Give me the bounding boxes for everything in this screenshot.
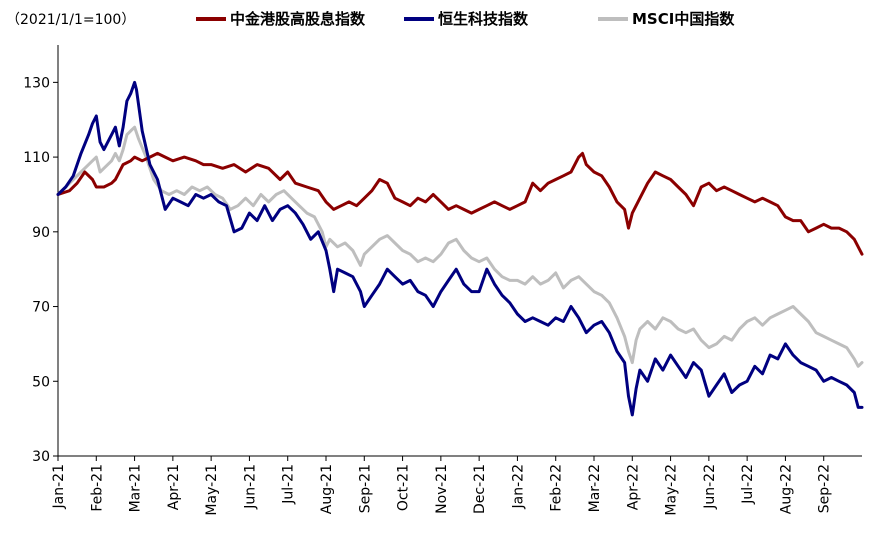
unit-label: （2021/1/1=100） bbox=[6, 12, 135, 28]
x-tick-label: Jan-21 bbox=[51, 464, 67, 509]
x-axis-ticks: Jan-21 Feb-21 Mar-21 Apr-21 May-21 Jun-21 Jul-… bbox=[51, 456, 833, 516]
x-tick-label: Jun-22 bbox=[702, 464, 718, 510]
x-tick-label: Aug-21 bbox=[319, 464, 335, 514]
x-tick-label: Aug-22 bbox=[778, 464, 794, 514]
x-tick-label: May-21 bbox=[204, 464, 220, 516]
series-line bbox=[56, 125, 864, 368]
x-tick-label: Jul-21 bbox=[281, 464, 297, 505]
legend-label: MSCI中国指数 bbox=[632, 10, 735, 28]
x-tick-label: Sep-21 bbox=[357, 464, 373, 513]
series-line bbox=[56, 151, 864, 256]
series-lines bbox=[56, 80, 864, 417]
y-tick-label: 30 bbox=[32, 449, 50, 465]
y-tick-label: 110 bbox=[23, 150, 50, 166]
x-tick-label: Feb-21 bbox=[89, 464, 105, 512]
x-tick-label: Dec-21 bbox=[472, 464, 488, 514]
x-tick-label: Nov-21 bbox=[434, 464, 450, 514]
legend-label: 中金港股高股息指数 bbox=[230, 10, 366, 28]
x-tick-label: Apr-22 bbox=[625, 464, 641, 510]
x-tick-label: Mar-21 bbox=[128, 464, 144, 512]
y-tick-label: 50 bbox=[32, 374, 50, 390]
y-axis-ticks: 30 50 70 90 110 130 bbox=[23, 75, 58, 465]
x-tick-label: Jun-21 bbox=[242, 464, 258, 510]
x-tick-label: Apr-21 bbox=[166, 464, 182, 510]
legend: 中金港股高股息指数 恒生科技指数 MSCI中国指数 bbox=[196, 10, 735, 28]
x-tick-label: Feb-22 bbox=[549, 464, 565, 512]
legend-label: 恒生科技指数 bbox=[438, 10, 529, 28]
axes bbox=[57, 45, 862, 457]
y-tick-label: 90 bbox=[32, 225, 50, 241]
series-line bbox=[56, 80, 864, 417]
x-tick-label: Mar-22 bbox=[587, 464, 603, 512]
y-tick-label: 70 bbox=[32, 300, 50, 316]
x-tick-label: May-22 bbox=[664, 464, 680, 516]
y-tick-label: 130 bbox=[23, 75, 50, 91]
x-tick-label: Jul-22 bbox=[740, 464, 756, 505]
x-tick-label: Jan-22 bbox=[510, 464, 526, 509]
x-tick-label: Oct-21 bbox=[396, 464, 412, 511]
x-tick-label: Sep-22 bbox=[817, 464, 833, 513]
